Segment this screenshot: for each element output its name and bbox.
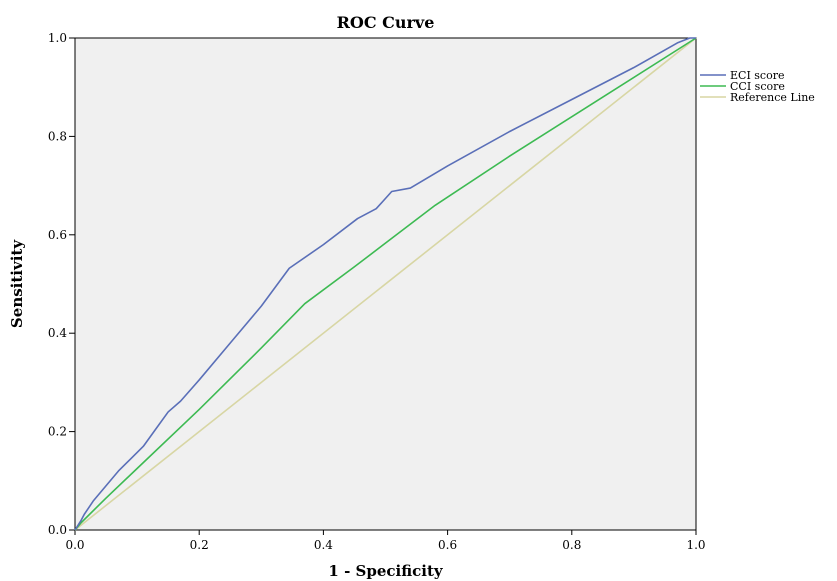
x-tick-label: 0.4 [314, 538, 333, 552]
x-tick-label: 0.8 [562, 538, 581, 552]
series-line-reference-line [74, 37, 697, 531]
axis-ticks: 0.0 0.2 0.4 0.6 0.8 1.0 0.0 0.2 0.4 0.6 0.8 1.0 [48, 31, 706, 552]
y-tick-label: 0.4 [48, 326, 67, 340]
y-axis-label: Sensitivity [8, 239, 26, 328]
y-tick-label: 1.0 [48, 31, 67, 45]
series-line-cci-score [74, 37, 697, 531]
legend-label: Reference Line [730, 91, 815, 104]
x-tick-label: 1.0 [686, 538, 705, 552]
x-tick-label: 0.6 [438, 538, 457, 552]
legend-label: CCI score [730, 80, 785, 93]
x-tick-label: 0.0 [65, 538, 84, 552]
legend-label: ECI score [730, 69, 784, 82]
x-axis-label: 1 - Specificity [328, 562, 443, 580]
y-tick-label: 0.2 [48, 425, 67, 439]
series-line-eci-score [74, 37, 696, 531]
chart-title: ROC Curve [337, 13, 435, 32]
y-tick-label: 0.8 [48, 129, 67, 143]
y-tick-label: 0.6 [48, 228, 67, 242]
y-tick-label: 0.0 [48, 523, 67, 537]
series-lines [74, 37, 697, 531]
x-tick-label: 0.2 [190, 538, 209, 552]
